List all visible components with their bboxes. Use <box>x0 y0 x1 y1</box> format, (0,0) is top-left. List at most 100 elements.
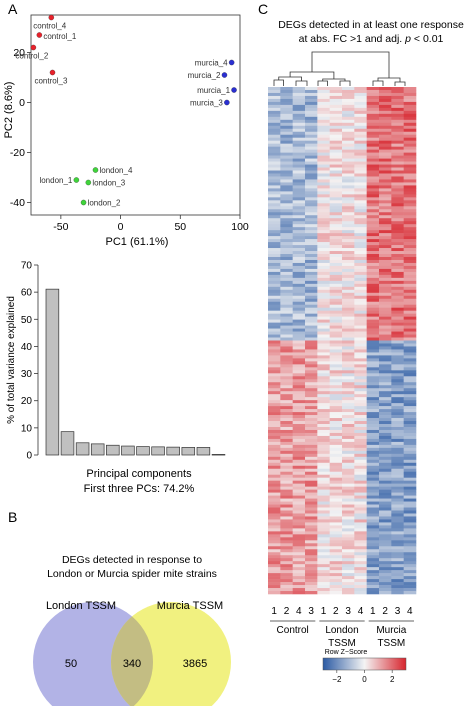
heatmap-cell <box>292 555 306 559</box>
heatmap-cell <box>379 113 392 118</box>
heatmap-cell <box>391 432 404 437</box>
heatmap-cell <box>280 471 293 475</box>
heatmap-cell <box>329 513 343 517</box>
heatmap-cell <box>305 301 318 306</box>
heatmap-cell <box>329 319 343 323</box>
heatmap-cell <box>317 227 330 231</box>
heatmap-cell <box>379 242 392 246</box>
heatmap-cell <box>354 92 367 97</box>
heatmap-cell <box>268 573 281 577</box>
heatmap-cell <box>391 87 404 91</box>
heatmap-cell <box>403 564 417 568</box>
heatmap-cell <box>305 298 318 303</box>
heatmap-cell <box>292 498 306 502</box>
scree-bar <box>136 446 150 456</box>
heatmap-cell <box>280 89 293 94</box>
heatmap-cell <box>305 289 318 294</box>
heatmap-cell <box>268 552 281 556</box>
heatmap-cell <box>305 564 318 568</box>
heatmap-cell <box>391 355 404 359</box>
heatmap-cell <box>305 280 318 285</box>
heatmap-cell <box>354 131 367 136</box>
heatmap-cell <box>403 468 417 473</box>
heatmap-cell <box>268 349 281 353</box>
heatmap-cell <box>268 173 281 177</box>
heatmap-cell <box>305 146 318 150</box>
heatmap-cell <box>280 543 293 547</box>
heatmap-cell <box>366 224 380 228</box>
heatmap-cell <box>366 89 380 94</box>
heatmap-cell <box>305 447 318 452</box>
heatmap-cell <box>268 507 281 511</box>
heatmap-cell <box>292 561 306 565</box>
heatmap-cell <box>280 403 293 407</box>
heatmap-cell <box>292 212 306 216</box>
heatmap-cell <box>329 412 343 416</box>
heatmap-cell <box>317 429 330 434</box>
heatmap-cell <box>354 373 367 377</box>
heatmap-cell <box>379 495 392 499</box>
heatmap-cell <box>403 376 417 380</box>
heatmap-cell <box>292 573 306 577</box>
pca-point <box>73 177 80 183</box>
heatmap-cell <box>268 87 281 91</box>
heatmap-cell <box>305 179 318 183</box>
heatmap-cell <box>366 277 380 282</box>
heatmap-cell <box>317 149 330 153</box>
heatmap-cell <box>317 206 330 210</box>
heatmap-cell <box>280 334 293 338</box>
heatmap-cell <box>403 283 417 288</box>
heatmap-cell <box>329 280 343 285</box>
heatmap-cell <box>317 265 330 270</box>
heatmap-cell <box>329 573 343 577</box>
heatmap-cell <box>379 450 392 455</box>
venn-count-overlap: 340 <box>123 658 141 670</box>
heatmap-cell <box>268 492 281 496</box>
heatmap-cell <box>342 230 355 234</box>
heatmap-cell <box>317 295 330 300</box>
heatmap-cell <box>268 274 281 279</box>
heatmap-cell <box>280 158 293 162</box>
heatmap-cell <box>403 179 417 183</box>
heatmap-cell <box>280 92 293 97</box>
heatmap-cell <box>391 376 404 380</box>
heatmap-cell <box>379 549 392 553</box>
heatmap-cell <box>292 194 306 198</box>
heatmap-cell <box>292 310 306 314</box>
heatmap-cell <box>329 576 343 580</box>
heatmap-cell <box>268 239 281 243</box>
heatmap-cell <box>268 388 281 392</box>
heatmap-cell <box>379 510 392 514</box>
scree-bar <box>90 443 105 456</box>
heatmap-cell <box>329 310 343 314</box>
heatmap-cell <box>379 516 392 520</box>
pca-point <box>228 59 235 66</box>
heatmap-cell <box>329 364 343 368</box>
heatmap-cell <box>354 564 367 568</box>
heatmap-cell <box>280 337 293 341</box>
heatmap-cell <box>280 447 293 452</box>
scree-bar <box>60 431 75 456</box>
heatmap-cell <box>329 254 343 258</box>
heatmap-cell <box>280 128 293 133</box>
heatmap-cell <box>391 92 404 97</box>
heatmap-cell <box>379 564 392 568</box>
heatmap-cell <box>268 379 281 383</box>
heatmap-cell <box>366 286 380 291</box>
heatmap-cell <box>280 188 293 192</box>
heatmap-cell <box>280 582 293 586</box>
heatmap-cell <box>268 546 281 550</box>
heatmap-cell <box>292 570 306 574</box>
heatmap-cell <box>317 438 330 443</box>
heatmap-cell <box>391 152 404 156</box>
heatmap-cell <box>268 283 281 288</box>
heatmap-cell <box>305 400 318 404</box>
heatmap-cell <box>354 164 367 168</box>
heatmap-cell <box>280 438 293 443</box>
heatmap-cell <box>391 316 404 320</box>
heatmap-cell <box>366 522 380 526</box>
heatmap-cell <box>317 176 330 180</box>
heatmap-cell <box>354 182 367 186</box>
heatmap-cell <box>354 364 367 368</box>
heatmap-cell <box>317 197 330 201</box>
